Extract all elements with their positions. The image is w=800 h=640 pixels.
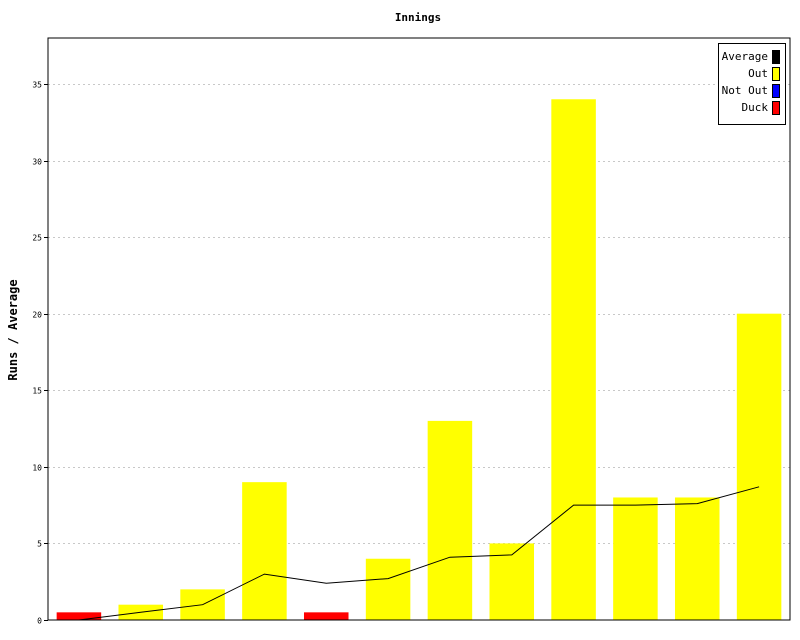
legend-swatch [772, 50, 780, 64]
y-tick-label: 35 [32, 81, 42, 90]
legend-swatch [772, 101, 780, 115]
bar [303, 612, 349, 620]
bar [674, 497, 720, 620]
average-line [78, 486, 760, 621]
bar [427, 420, 473, 620]
plot-frame [47, 37, 791, 621]
average-series [78, 486, 760, 621]
chart-title: Innings [395, 11, 441, 24]
bar [551, 99, 596, 620]
bar [56, 612, 102, 620]
bar [489, 543, 535, 620]
legend-swatch [772, 67, 780, 81]
y-tick-label: 20 [32, 311, 42, 320]
bar [242, 482, 287, 620]
bars [56, 99, 782, 620]
legend-label: Out [748, 67, 768, 80]
y-tick-label: 5 [37, 540, 42, 549]
bar [365, 558, 411, 620]
legend-label: Average [722, 50, 768, 63]
y-tick-label: 30 [32, 158, 42, 167]
legend: Average Out Not Out Duck [718, 43, 786, 125]
bar [613, 497, 658, 620]
legend-label: Duck [742, 101, 769, 114]
y-tick-label: 15 [32, 387, 42, 396]
legend-swatch [772, 84, 780, 98]
y-axis-ticks: 0 5 10 15 20 25 30 35 [32, 81, 48, 626]
y-tick-label: 0 [37, 617, 42, 626]
y-tick-label: 10 [32, 464, 42, 473]
legend-label: Not Out [722, 84, 768, 97]
bar [736, 313, 782, 620]
y-axis-label: Runs / Average [6, 279, 20, 380]
y-tick-label: 25 [32, 234, 42, 243]
grid-lines [48, 84, 790, 544]
